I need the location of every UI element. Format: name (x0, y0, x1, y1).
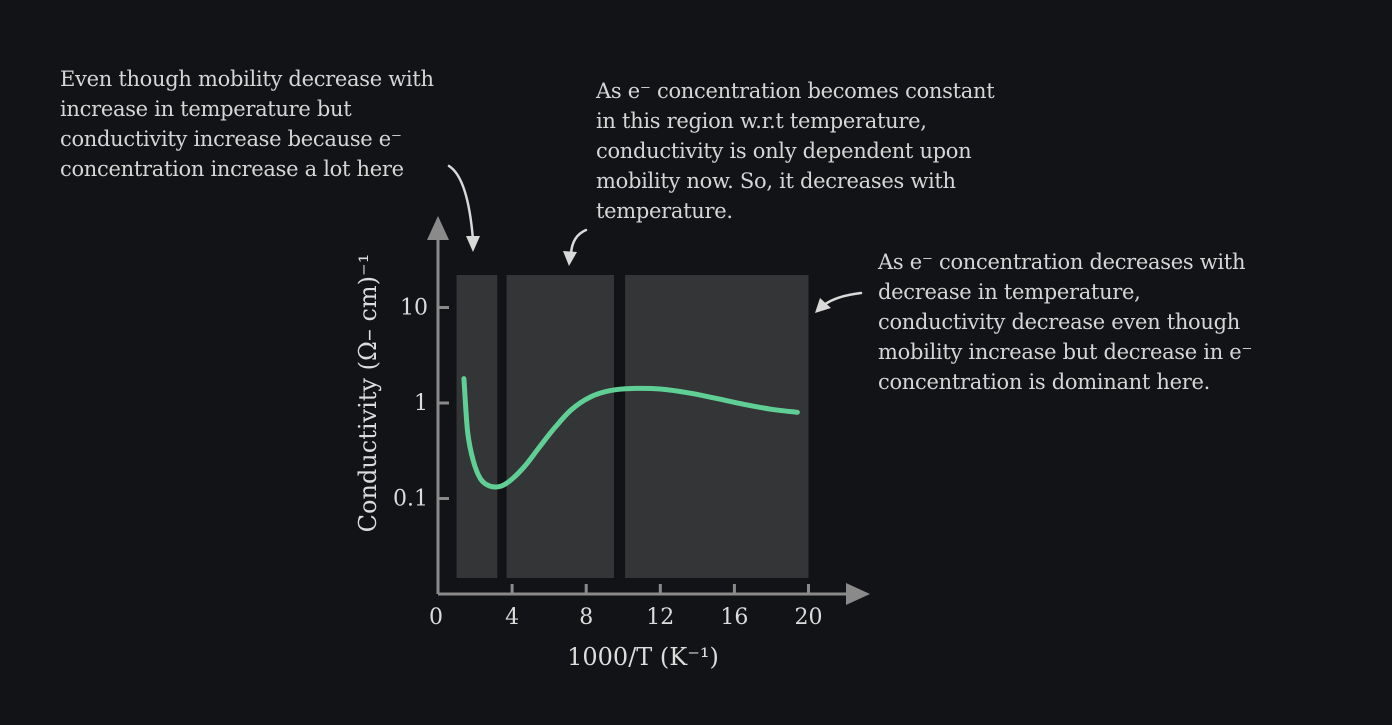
axes (427, 216, 870, 605)
region-panel-1 (456, 275, 498, 578)
y-tick-label: 1 (414, 391, 428, 416)
y-ticks: 0.1 1 10 (393, 296, 449, 512)
annotation-left-line: conductivity increase because e⁻ (60, 127, 402, 151)
callout-arrowhead-middle-icon (563, 251, 577, 266)
annotation-middle-line: As e⁻ concentration becomes constant (596, 79, 995, 103)
annotation-middle-line: in this region w.r.t temperature, (596, 109, 927, 133)
y-axis-title: Conductivity (Ω– cm)⁻¹ (354, 254, 382, 533)
y-axis-arrow-icon (427, 216, 449, 240)
series-layer (461, 376, 800, 490)
x-tick-label: 16 (720, 605, 748, 630)
callout-arrow-middle-icon (569, 228, 588, 256)
annotation-middle-line: conductivity is only dependent upon (596, 139, 972, 163)
annotation-right-line: decrease in temperature, (878, 280, 1141, 304)
annotation-right-line: mobility increase but decrease in e⁻ (878, 340, 1253, 364)
x-tick-label: 4 (505, 605, 519, 630)
region-panel-3 (625, 275, 809, 578)
region-panel-2 (506, 275, 614, 578)
annotation-left-line: concentration increase a lot here (60, 157, 404, 181)
annotation-right-line: As e⁻ concentration decreases with (878, 250, 1246, 274)
annotation-middle: As e⁻ concentration becomes constant in … (596, 76, 995, 226)
x-tick-label: 20 (795, 605, 823, 630)
region-panels (456, 275, 809, 578)
x-tick-label: 0 (429, 605, 443, 630)
annotation-right-line: concentration is dominant here. (878, 370, 1211, 394)
x-axis-title: 1000/T (K⁻¹) (567, 643, 719, 671)
callout-arrow-left-icon (447, 164, 475, 242)
annotation-middle-line: temperature. (596, 199, 733, 223)
annotation-middle-line: mobility now. So, it decreases with (596, 169, 956, 193)
x-ticks: 0 4 8 12 16 20 (429, 584, 823, 630)
callout-arrowhead-right-icon (815, 298, 831, 313)
callout-arrowhead-left-icon (466, 236, 480, 252)
y-tick-label: 10 (400, 296, 428, 321)
annotation-right-line: conductivity decrease even though (878, 310, 1240, 334)
y-tick-label: 0.1 (393, 487, 428, 512)
x-tick-label: 8 (579, 605, 593, 630)
x-tick-label: 12 (646, 605, 674, 630)
callout-arrows (447, 164, 863, 313)
annotation-left-line: Even though mobility decrease with (60, 67, 434, 91)
annotation-left: Even though mobility decrease with incre… (60, 64, 434, 184)
callout-arrow-right-icon (822, 291, 863, 307)
series-line-1 (461, 376, 800, 490)
annotation-left-line: increase in temperature but (60, 97, 352, 121)
annotation-right: As e⁻ concentration decreases with decre… (878, 247, 1253, 397)
x-axis-arrow-icon (846, 583, 870, 605)
